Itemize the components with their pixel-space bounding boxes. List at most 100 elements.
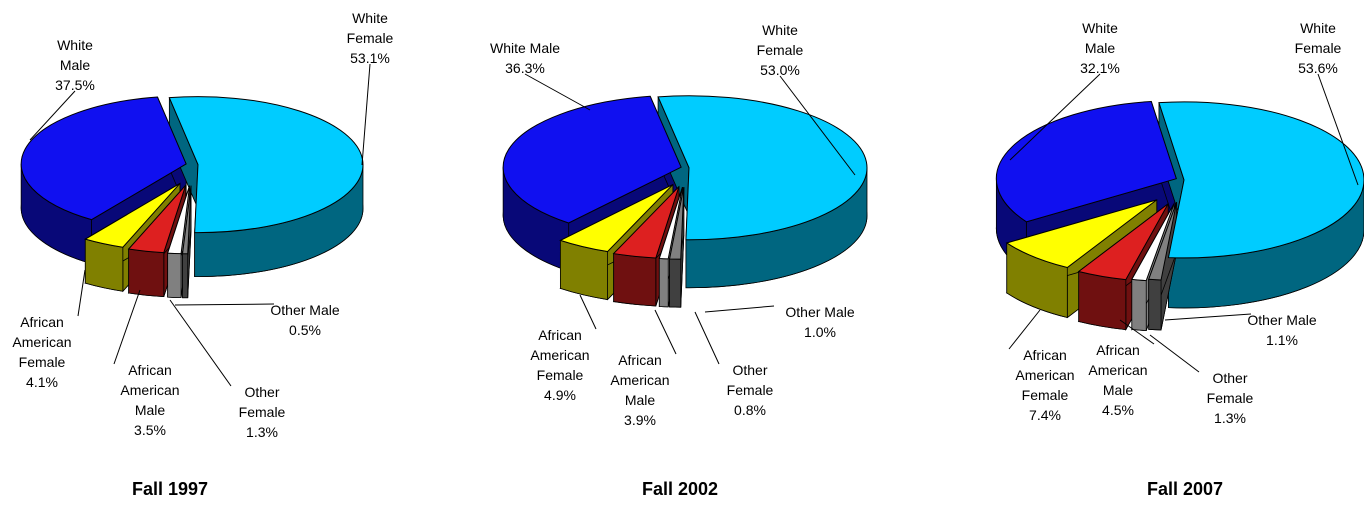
slice-label: African American Female 4.1% xyxy=(2,312,82,392)
leader-line xyxy=(1119,319,1155,345)
category-label: White Female xyxy=(756,22,804,58)
value-label: 1.1% xyxy=(1266,332,1298,348)
leader-line xyxy=(654,309,677,355)
leader-line xyxy=(174,303,275,306)
slice-wall xyxy=(1078,270,1127,331)
category-label: Other Female xyxy=(726,362,774,398)
leader-line xyxy=(1149,334,1200,373)
category-label: African American Male xyxy=(610,352,670,408)
leader-line xyxy=(694,311,720,365)
chart-title: Fall 2007 xyxy=(1146,479,1224,499)
category-label: Other Male xyxy=(785,304,855,320)
slice-wall xyxy=(182,253,189,299)
slice-wall xyxy=(84,238,124,292)
slice-label: Other Male 0.5% xyxy=(270,300,340,340)
value-label: 4.9% xyxy=(544,387,576,403)
slice-label: African American Female 4.9% xyxy=(520,325,600,405)
leader-line xyxy=(169,299,232,387)
value-label: 1.3% xyxy=(246,424,278,440)
slice xyxy=(127,184,187,254)
category-label: White Female xyxy=(346,10,394,46)
slice-label: Other Male 1.0% xyxy=(770,302,870,342)
slice xyxy=(181,185,192,255)
slice xyxy=(1148,202,1178,281)
slice-wall xyxy=(613,253,657,307)
slice-wall xyxy=(658,258,669,308)
category-label: African American Female xyxy=(12,314,72,370)
category-label: White Male xyxy=(489,40,561,56)
slice-wall xyxy=(128,248,165,298)
slice-label: Other Male 1.1% xyxy=(1247,310,1317,350)
category-label: Other Male xyxy=(1247,312,1317,328)
value-label: 3.9% xyxy=(624,412,656,428)
value-label: 53.1% xyxy=(350,50,390,66)
slice-label: African American Female 7.4% xyxy=(1005,345,1085,425)
slice-label: White Male 37.5% xyxy=(40,35,110,95)
leader-line xyxy=(704,305,775,313)
slice xyxy=(1131,203,1175,282)
value-label: 36.3% xyxy=(505,60,545,76)
category-label: White Male xyxy=(1082,20,1118,56)
leader-line xyxy=(1009,73,1101,161)
value-label: 4.5% xyxy=(1102,402,1134,418)
slice-label: White Male 36.3% xyxy=(475,38,575,78)
slice-label: White Female 53.6% xyxy=(1283,18,1353,78)
slice xyxy=(657,95,868,241)
slice-label: Other Female 0.8% xyxy=(715,360,785,420)
pie-chart xyxy=(20,63,371,387)
slice-label: African American Male 4.5% xyxy=(1078,340,1158,420)
slice xyxy=(1005,199,1158,269)
category-label: African American Female xyxy=(1015,347,1075,403)
value-label: 0.8% xyxy=(734,402,766,418)
slice-wall xyxy=(167,252,182,299)
slice-label: White Female 53.0% xyxy=(745,20,815,80)
leader-line xyxy=(524,73,591,111)
category-label: Other Female xyxy=(1206,370,1254,406)
slice-label: Other Female 1.3% xyxy=(1195,368,1265,428)
category-label: African American Male xyxy=(120,362,180,418)
value-label: 32.1% xyxy=(1080,60,1120,76)
slice xyxy=(658,186,683,260)
category-label: White Male xyxy=(57,37,93,73)
value-label: 53.0% xyxy=(760,62,800,78)
slice xyxy=(1077,203,1169,281)
value-label: 3.5% xyxy=(134,422,166,438)
slice xyxy=(166,185,191,255)
leader-line xyxy=(1008,309,1041,350)
slice-label: African American Male 3.9% xyxy=(600,350,680,430)
slice-label: White Male 32.1% xyxy=(1065,18,1135,78)
leader-line xyxy=(77,269,86,317)
chart-title: Fall 2002 xyxy=(641,479,719,499)
category-label: African American Male xyxy=(1088,342,1148,398)
slice xyxy=(668,187,685,260)
slice-label: White Female 53.1% xyxy=(335,8,405,68)
slice xyxy=(502,95,682,224)
slice xyxy=(612,186,680,259)
slice-label: African American Male 3.5% xyxy=(110,360,190,440)
leader-line xyxy=(579,294,597,330)
slice xyxy=(559,184,674,253)
value-label: 0.5% xyxy=(289,322,321,338)
category-label: White Female xyxy=(1294,20,1342,56)
leader-line xyxy=(1164,313,1252,321)
slice-wall xyxy=(1148,278,1162,331)
pie-chart xyxy=(995,73,1364,373)
pie-chart xyxy=(502,73,868,365)
value-label: 4.1% xyxy=(26,374,58,390)
slice-label: Other Female 1.3% xyxy=(227,382,297,442)
category-label: Other Female xyxy=(238,384,286,420)
slice-wall xyxy=(1131,278,1147,332)
value-label: 37.5% xyxy=(55,77,95,93)
category-label: African American Female xyxy=(530,327,590,383)
leader-line xyxy=(113,289,141,365)
category-label: Other Male xyxy=(270,302,340,318)
value-label: 1.0% xyxy=(804,324,836,340)
leader-line xyxy=(361,63,371,166)
slice xyxy=(20,96,187,221)
value-label: 7.4% xyxy=(1029,407,1061,423)
value-label: 1.3% xyxy=(1214,410,1246,426)
slice xyxy=(995,100,1177,223)
slice xyxy=(84,182,181,248)
